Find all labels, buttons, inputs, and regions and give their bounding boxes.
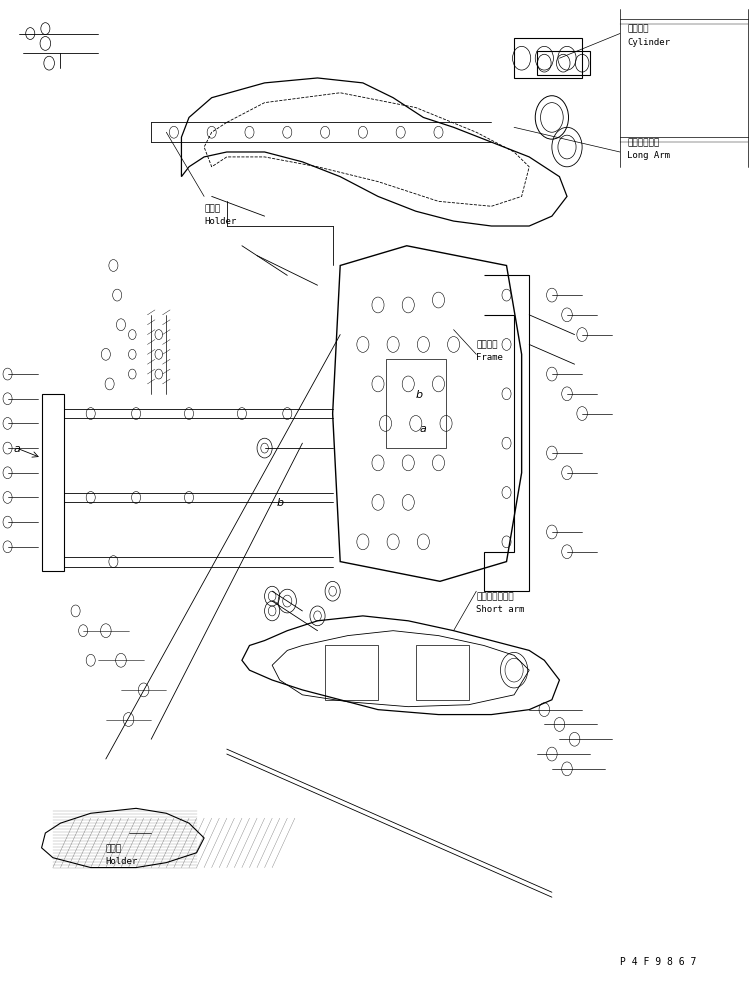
Text: Short arm: Short arm: [476, 604, 525, 613]
Bar: [537, 52, 590, 76]
Bar: [325, 646, 378, 700]
Text: フレーム: フレーム: [476, 340, 497, 349]
Text: Frame: Frame: [476, 353, 503, 362]
Text: ショートアーム: ショートアーム: [476, 592, 514, 600]
Text: ロングアーム: ロングアーム: [627, 138, 660, 147]
Text: b: b: [276, 498, 284, 508]
Text: a: a: [420, 424, 427, 434]
Bar: [514, 39, 582, 79]
Text: Cylinder: Cylinder: [627, 37, 671, 46]
Bar: [416, 646, 469, 700]
Text: P 4 F 9 8 6 7: P 4 F 9 8 6 7: [620, 956, 696, 966]
Text: a: a: [13, 444, 20, 454]
Text: Holder: Holder: [204, 217, 237, 226]
Text: ホルダ: ホルダ: [106, 843, 122, 852]
Text: b: b: [416, 389, 423, 399]
Text: ホルダ: ホルダ: [204, 204, 220, 213]
Text: シリンダ: シリンダ: [627, 25, 649, 34]
Text: Long Arm: Long Arm: [627, 151, 671, 160]
Text: Holder: Holder: [106, 856, 138, 865]
Bar: [386, 360, 446, 449]
